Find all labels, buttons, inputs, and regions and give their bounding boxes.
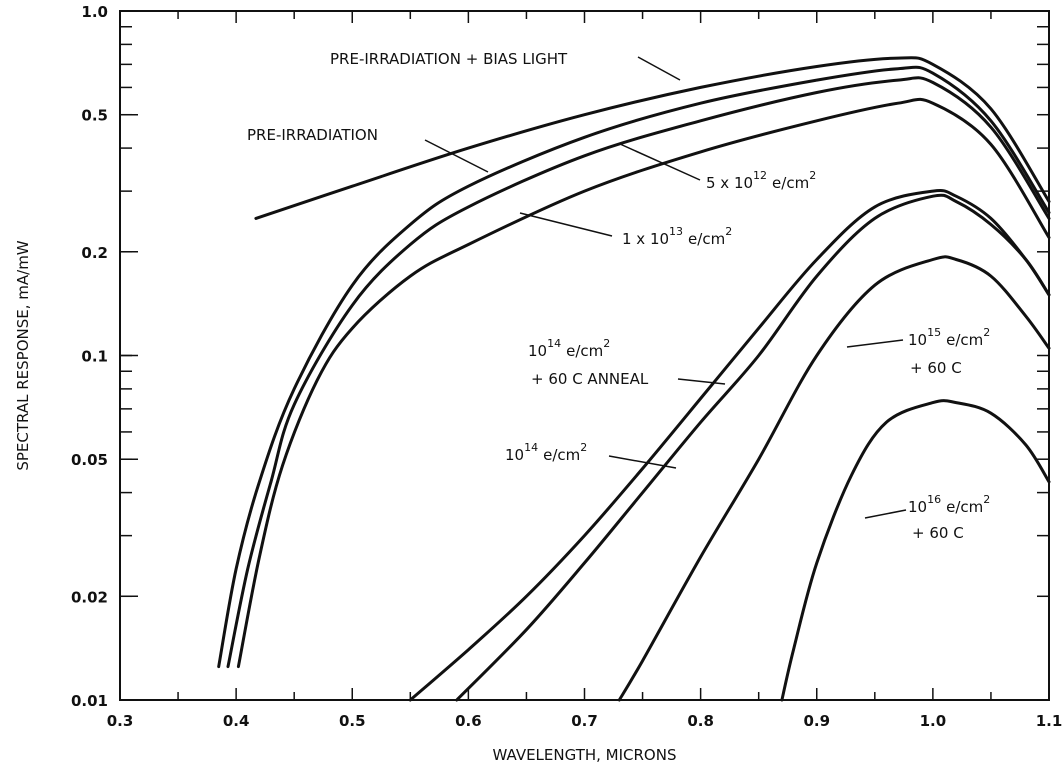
y-tick-label: 0.1 xyxy=(81,348,108,366)
label-1e14-anneal-line2: + 60 C ANNEAL xyxy=(531,370,649,388)
x-tick-label: 0.7 xyxy=(571,712,598,730)
series-line-0 xyxy=(254,56,1051,220)
label-1e16: 1016 e/cm2 xyxy=(908,493,990,516)
label-1e16-exp: 16 xyxy=(927,493,941,506)
label-1e16-line2: + 60 C xyxy=(912,524,964,542)
y-tick-label: 1.0 xyxy=(81,3,108,21)
y-tick-label: 0.01 xyxy=(71,692,108,710)
leader-1e16 xyxy=(864,509,907,519)
label-1e15-unit-exp: 2 xyxy=(983,326,990,339)
leader-1e14 xyxy=(608,455,677,469)
leader-bias-light xyxy=(637,56,681,81)
label-1e13-unit: e/cm xyxy=(688,230,725,248)
x-tick-label: 0.3 xyxy=(107,712,134,730)
label-1e13: 1 x 1013 e/cm2 xyxy=(622,225,732,248)
label-1e14-anneal: 1014 e/cm2 xyxy=(528,337,610,360)
label-1e14a-unit-exp: 2 xyxy=(603,337,610,350)
label-1e13-coef: 1 x 10 xyxy=(622,230,669,248)
x-tick-label: 0.9 xyxy=(803,712,830,730)
y-tick-label: 0.5 xyxy=(81,107,108,125)
leader-1e13 xyxy=(519,212,613,237)
leader-pre-irradiation xyxy=(424,139,489,173)
label-1e13-unit-exp: 2 xyxy=(725,225,732,238)
x-tick-label: 0.8 xyxy=(687,712,714,730)
label-1e14-exp: 14 xyxy=(524,441,538,454)
leader-1e14-anneal xyxy=(677,378,726,385)
x-tick-label: 0.4 xyxy=(223,712,250,730)
y-tick-label: 0.05 xyxy=(71,451,108,469)
label-1e14a-base: 10 xyxy=(528,342,547,360)
series-line-7 xyxy=(780,399,1051,702)
label-1e14-base: 10 xyxy=(505,446,524,464)
axes: 0.3 0.4 0.5 0.6 0.7 0.8 0.9 1.0 1.1 0.01 0.02 0.05 0… xyxy=(14,3,1062,764)
leader-5e12 xyxy=(619,143,701,181)
label-5e12-unit: e/cm xyxy=(772,174,809,192)
label-1e13-exp: 13 xyxy=(669,225,683,238)
y-tick-label: 0.2 xyxy=(81,244,108,262)
label-1e16-base: 10 xyxy=(908,498,927,516)
x-tick-label: 0.5 xyxy=(339,712,366,730)
label-1e14-unit: e/cm xyxy=(543,446,580,464)
x-tick-label: 0.6 xyxy=(455,712,482,730)
series-line-2 xyxy=(226,76,1051,669)
series-line-5 xyxy=(455,193,1051,702)
label-1e16-unit-exp: 2 xyxy=(983,493,990,506)
label-5e12-exp: 12 xyxy=(753,169,767,182)
label-1e14a-unit: e/cm xyxy=(566,342,603,360)
label-1e14a-exp: 14 xyxy=(547,337,561,350)
label-1e15-line2: + 60 C xyxy=(910,359,962,377)
label-1e14-unit-exp: 2 xyxy=(580,441,587,454)
curves xyxy=(217,56,1051,702)
label-pre-irradiation: PRE-IRRADIATION xyxy=(247,126,378,144)
label-1e15-unit: e/cm xyxy=(946,331,983,349)
series-line-4 xyxy=(408,189,1051,702)
label-1e14: 1014 e/cm2 xyxy=(505,441,587,464)
label-5e12-coef: 5 x 10 xyxy=(706,174,753,192)
x-tick-label: 1.0 xyxy=(920,712,947,730)
label-1e15-base: 10 xyxy=(908,331,927,349)
label-1e15: 1015 e/cm2 xyxy=(908,326,990,349)
label-1e15-exp: 15 xyxy=(927,326,941,339)
series-line-3 xyxy=(236,97,1051,669)
y-tick-label: 0.02 xyxy=(71,588,108,606)
label-1e16-unit: e/cm xyxy=(946,498,983,516)
series-line-1 xyxy=(217,65,1051,669)
annotation-leaders xyxy=(424,56,907,519)
x-tick-label: 1.1 xyxy=(1036,712,1063,730)
y-axis-title: SPECTRAL RESPONSE, mA/mW xyxy=(14,240,32,470)
label-5e12: 5 x 1012 e/cm2 xyxy=(706,169,816,192)
label-5e12-unit-exp: 2 xyxy=(809,169,816,182)
x-axis-title: WAVELENGTH, MICRONS xyxy=(493,746,677,764)
leader-1e15 xyxy=(846,339,904,348)
label-bias-light: PRE-IRRADIATION + BIAS LIGHT xyxy=(330,50,568,68)
annotations: PRE-IRRADIATION + BIAS LIGHT PRE-IRRADIA… xyxy=(247,50,990,542)
series-line-6 xyxy=(617,255,1051,702)
